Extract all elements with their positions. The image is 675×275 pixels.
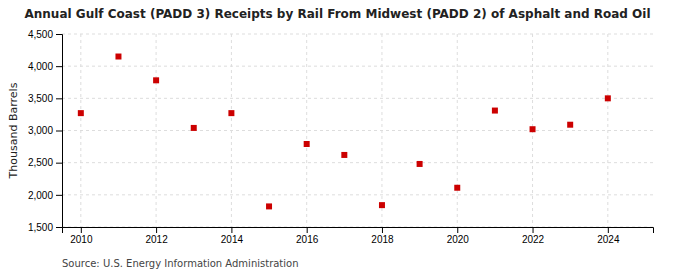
tick: 4,500	[28, 29, 62, 40]
point	[115, 54, 121, 60]
chart: Annual Gulf Coast (PADD 3) Receipts by R…	[0, 0, 675, 275]
tick-label: 1,500	[28, 222, 53, 233]
tick-mark	[307, 227, 308, 233]
point	[567, 122, 573, 128]
tick-mark	[56, 227, 62, 228]
tick-label: 2014	[221, 234, 244, 245]
tick-label: 2020	[447, 234, 470, 245]
tick: 2010	[70, 227, 93, 245]
grid-line-y	[62, 130, 653, 131]
tick-mark	[56, 34, 62, 35]
tick-label: 2022	[522, 234, 545, 245]
tick-label: 3,500	[28, 93, 53, 104]
tick-mark	[81, 227, 82, 233]
tick: 2012	[145, 227, 168, 245]
point	[304, 141, 310, 147]
tick-label: 2,000	[28, 190, 53, 201]
tick-mark	[56, 163, 62, 164]
tick-label: 2012	[145, 234, 168, 245]
grid-line-y	[62, 98, 653, 99]
title: Annual Gulf Coast (PADD 3) Receipts by R…	[24, 7, 650, 21]
y-axis-label: Thousand Barrels	[7, 82, 20, 179]
grid-line-x	[80, 34, 81, 227]
point	[78, 110, 84, 116]
tick: 2,000	[28, 190, 62, 201]
point	[379, 202, 385, 208]
point	[605, 95, 611, 101]
point	[191, 125, 197, 131]
tick-mark	[56, 195, 62, 196]
tick-label: 2016	[296, 234, 319, 245]
point	[530, 126, 536, 132]
tick: 3,000	[28, 125, 62, 136]
point	[341, 152, 347, 158]
grid-line-x	[231, 34, 232, 227]
tick: 2016	[296, 227, 319, 245]
grid-line-y	[62, 66, 653, 67]
tick-label: 4,500	[28, 29, 53, 40]
x-axis: 2010 2012 2014 2016 2018 2020 2022 2024	[63, 227, 654, 245]
grid-line-x	[306, 34, 307, 227]
point	[417, 161, 423, 167]
axis-line	[63, 228, 654, 234]
tick-mark	[56, 131, 62, 132]
annotation: Source: U.S. Energy Information Administ…	[62, 258, 299, 269]
grid-line-x	[156, 34, 157, 227]
grid-line-x	[457, 34, 458, 227]
y-axis: 1,500 2,000 2,500 3,000 3,500 4,000 4,500	[28, 29, 63, 233]
tick-mark	[533, 227, 534, 233]
tick: 2024	[597, 227, 620, 245]
tick-mark	[382, 227, 383, 233]
tick: 4,000	[28, 61, 62, 72]
points	[78, 54, 611, 210]
point	[153, 77, 159, 83]
point	[266, 203, 272, 209]
tick-mark	[231, 227, 232, 233]
grid-line-y	[62, 194, 653, 195]
tick-label: 4,000	[28, 61, 53, 72]
tick-label: 2010	[70, 234, 93, 245]
plot: 2010 2012 2014 2016 2018 2020 2022 2024 1,500 2,0…	[28, 29, 654, 245]
grid-line-x	[381, 34, 382, 227]
tick-mark	[56, 98, 62, 99]
tick: 2020	[447, 227, 470, 245]
tick-label: 2018	[371, 234, 394, 245]
tick: 3,500	[28, 93, 62, 104]
tick: 2018	[371, 227, 394, 245]
tick-mark	[457, 227, 458, 233]
grid-line-x	[607, 34, 608, 227]
point	[492, 108, 498, 114]
grid	[62, 34, 653, 227]
point	[454, 185, 460, 191]
tick-mark	[608, 227, 609, 233]
tick: 2014	[221, 227, 244, 245]
tick-mark	[156, 227, 157, 233]
tick: 2,500	[28, 157, 62, 168]
tick: 1,500	[28, 222, 62, 233]
tick-label: 3,000	[28, 125, 53, 136]
grid-line-y	[62, 162, 653, 163]
tick-mark	[56, 66, 62, 67]
axis-line	[56, 35, 63, 228]
grid-line-y	[62, 34, 653, 35]
tick-label: 2,500	[28, 157, 53, 168]
tick: 2022	[522, 227, 545, 245]
point	[228, 110, 234, 116]
tick-label: 2024	[597, 234, 620, 245]
